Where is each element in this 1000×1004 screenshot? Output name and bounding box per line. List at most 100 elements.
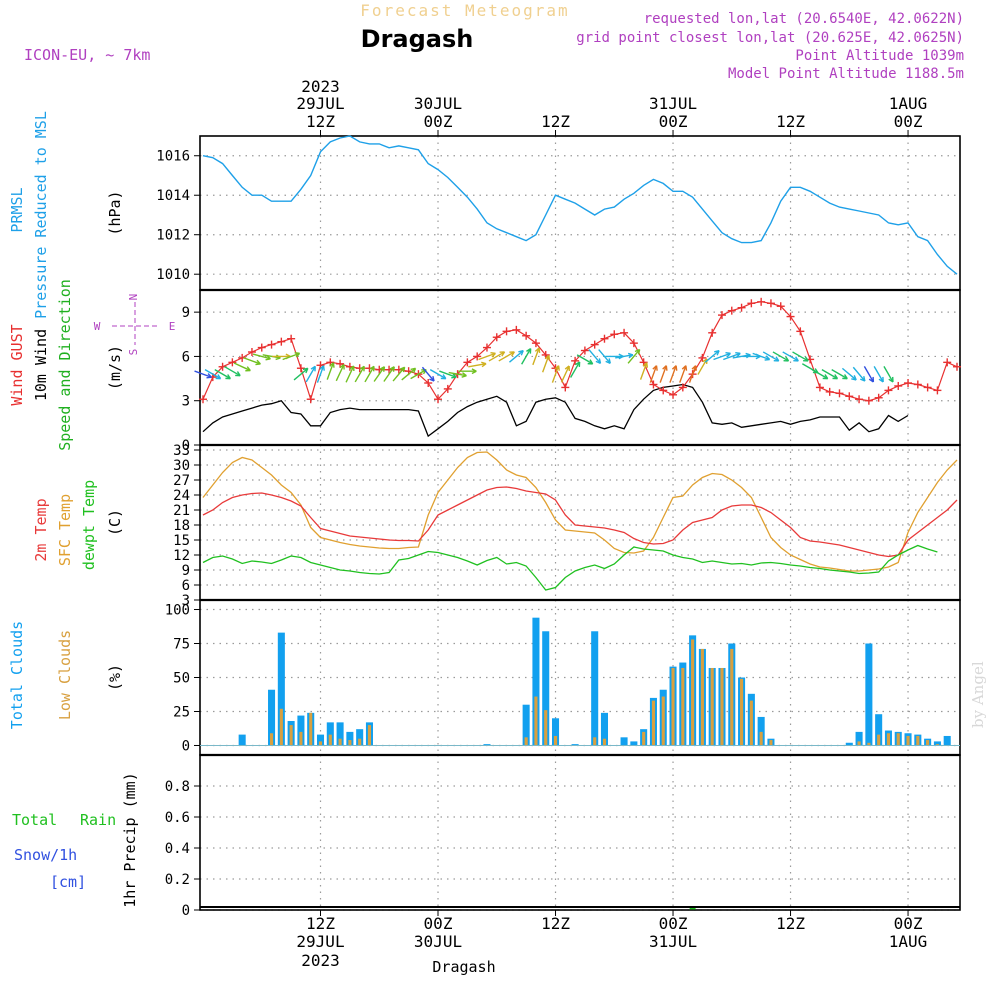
wind-direction-arrow [680,366,687,383]
wind-direction-arrow [884,366,893,382]
pressure-label-1: PRMSL [8,187,26,232]
gust-marker [826,388,834,396]
gust-marker [855,395,863,403]
ytick-label-temperature: 6 [182,578,190,594]
gust-marker [258,344,266,352]
wind-direction-arrow [723,353,740,360]
wind-gust-line [203,302,957,401]
ylabel-clouds: (%) [106,664,124,691]
low-cloud-bar [662,697,665,746]
low-cloud-bar [348,740,351,745]
low-cloud-bar [701,649,704,746]
model-altitude: Model Point Altitude 1188.5m [728,66,964,82]
gust-marker [933,386,941,394]
ytick-label-clouds: 0 [182,738,190,754]
ylabel-wind: (m/s) [106,345,124,390]
wind-gust-label: Wind GUST [8,324,26,405]
gust-marker [561,383,569,391]
low-cloud-bar [544,710,547,745]
bottom-time-label: 12Z [776,910,805,933]
top-time-label: 12Z [541,112,570,136]
top-time: 00Z [659,112,688,131]
bottom-date: 29JUL [296,932,344,951]
wind-direction-arrow [670,366,677,383]
snow-unit-label: [cm] [50,873,86,891]
wind-direction-arrow [641,363,648,380]
low-clouds-label: Low Clouds [56,630,74,720]
bottom-date: 1AUG [889,932,928,951]
frame-temperature [200,445,960,600]
low-cloud-bar [299,732,302,746]
low-cloud-bar [897,733,900,745]
wind-direction-arrow [253,354,270,360]
wind-direction-arrow [650,366,657,383]
ytick-label-wind: 9 [182,305,190,321]
ytick-label-pressure: 1014 [156,188,190,204]
wind-10m-label: 10m Wind [32,329,50,401]
low-cloud-bar [358,739,361,746]
panels: 1010101210141016036936912151821242730330… [156,136,961,919]
ytick-label-temperature: 21 [173,503,190,519]
gust-marker [610,330,618,338]
ytick-label-temperature: 12 [173,548,190,564]
low-cloud-bar [906,736,909,746]
gust-marker [307,395,315,403]
ytick-label-clouds: 25 [173,704,190,720]
gust-marker [796,327,804,335]
pressure-line [203,136,957,274]
low-cloud-bar [525,737,528,745]
wind-direction-arrow [660,366,667,383]
low-cloud-bar [740,679,743,746]
grid-point-coords: grid point closest lon,lat (20.625E, 42.… [576,30,964,46]
total-cloud-bar [865,644,872,746]
ytick-label-temperature: 9 [182,563,190,579]
wind-direction-arrow [864,366,873,382]
wind-arrow-head [490,353,495,354]
bottom-time: 00Z [894,914,923,933]
ytick-label-clouds: 100 [165,603,190,619]
gust-marker [277,338,285,346]
ylabel-temperature: (C) [106,509,124,536]
frame-pressure [200,136,960,290]
wind-arrow-shaft [864,366,873,382]
low-cloud-bar [858,741,861,745]
gust-marker [600,335,608,343]
low-cloud-bar [691,639,694,745]
low-cloud-bar [280,709,283,746]
rain-label: Rain [80,811,116,829]
bottom-time: 00Z [424,914,453,933]
top-date: 29JUL [296,94,344,113]
ylabel-pressure: (hPa) [106,190,124,235]
gust-marker [816,383,824,391]
bottom-year: 2023 [301,951,340,970]
sfc-temp-line [203,452,957,571]
low-cloud-bar [760,732,763,746]
low-cloud-bar [671,668,674,746]
gust-marker [738,304,746,312]
wind-direction-arrow [244,358,261,365]
top-date: 1AUG [889,94,928,113]
gust-marker [728,307,736,315]
total-clouds-label: Total Clouds [8,621,26,729]
wind-arrow-shaft [874,366,883,382]
ytick-label-temperature: 15 [173,533,190,549]
compass-e: E [169,320,176,333]
top-time: 00Z [424,112,453,131]
bottom-time: 12Z [306,914,335,933]
panel-precip: 00.20.40.60.8 [165,755,960,919]
low-cloud-bar [593,737,596,745]
ytick-label-precip: 0.8 [165,779,190,795]
compass-s: S [127,349,140,356]
ytick-label-precip: 0 [182,903,190,919]
top-time: 12Z [541,112,570,131]
t2m-label: 2m Temp [32,498,50,561]
wind-direction-arrow [234,363,250,371]
total-cloud-bar [630,741,637,745]
gust-marker [845,392,853,400]
wind-direction-arrow [346,366,354,382]
